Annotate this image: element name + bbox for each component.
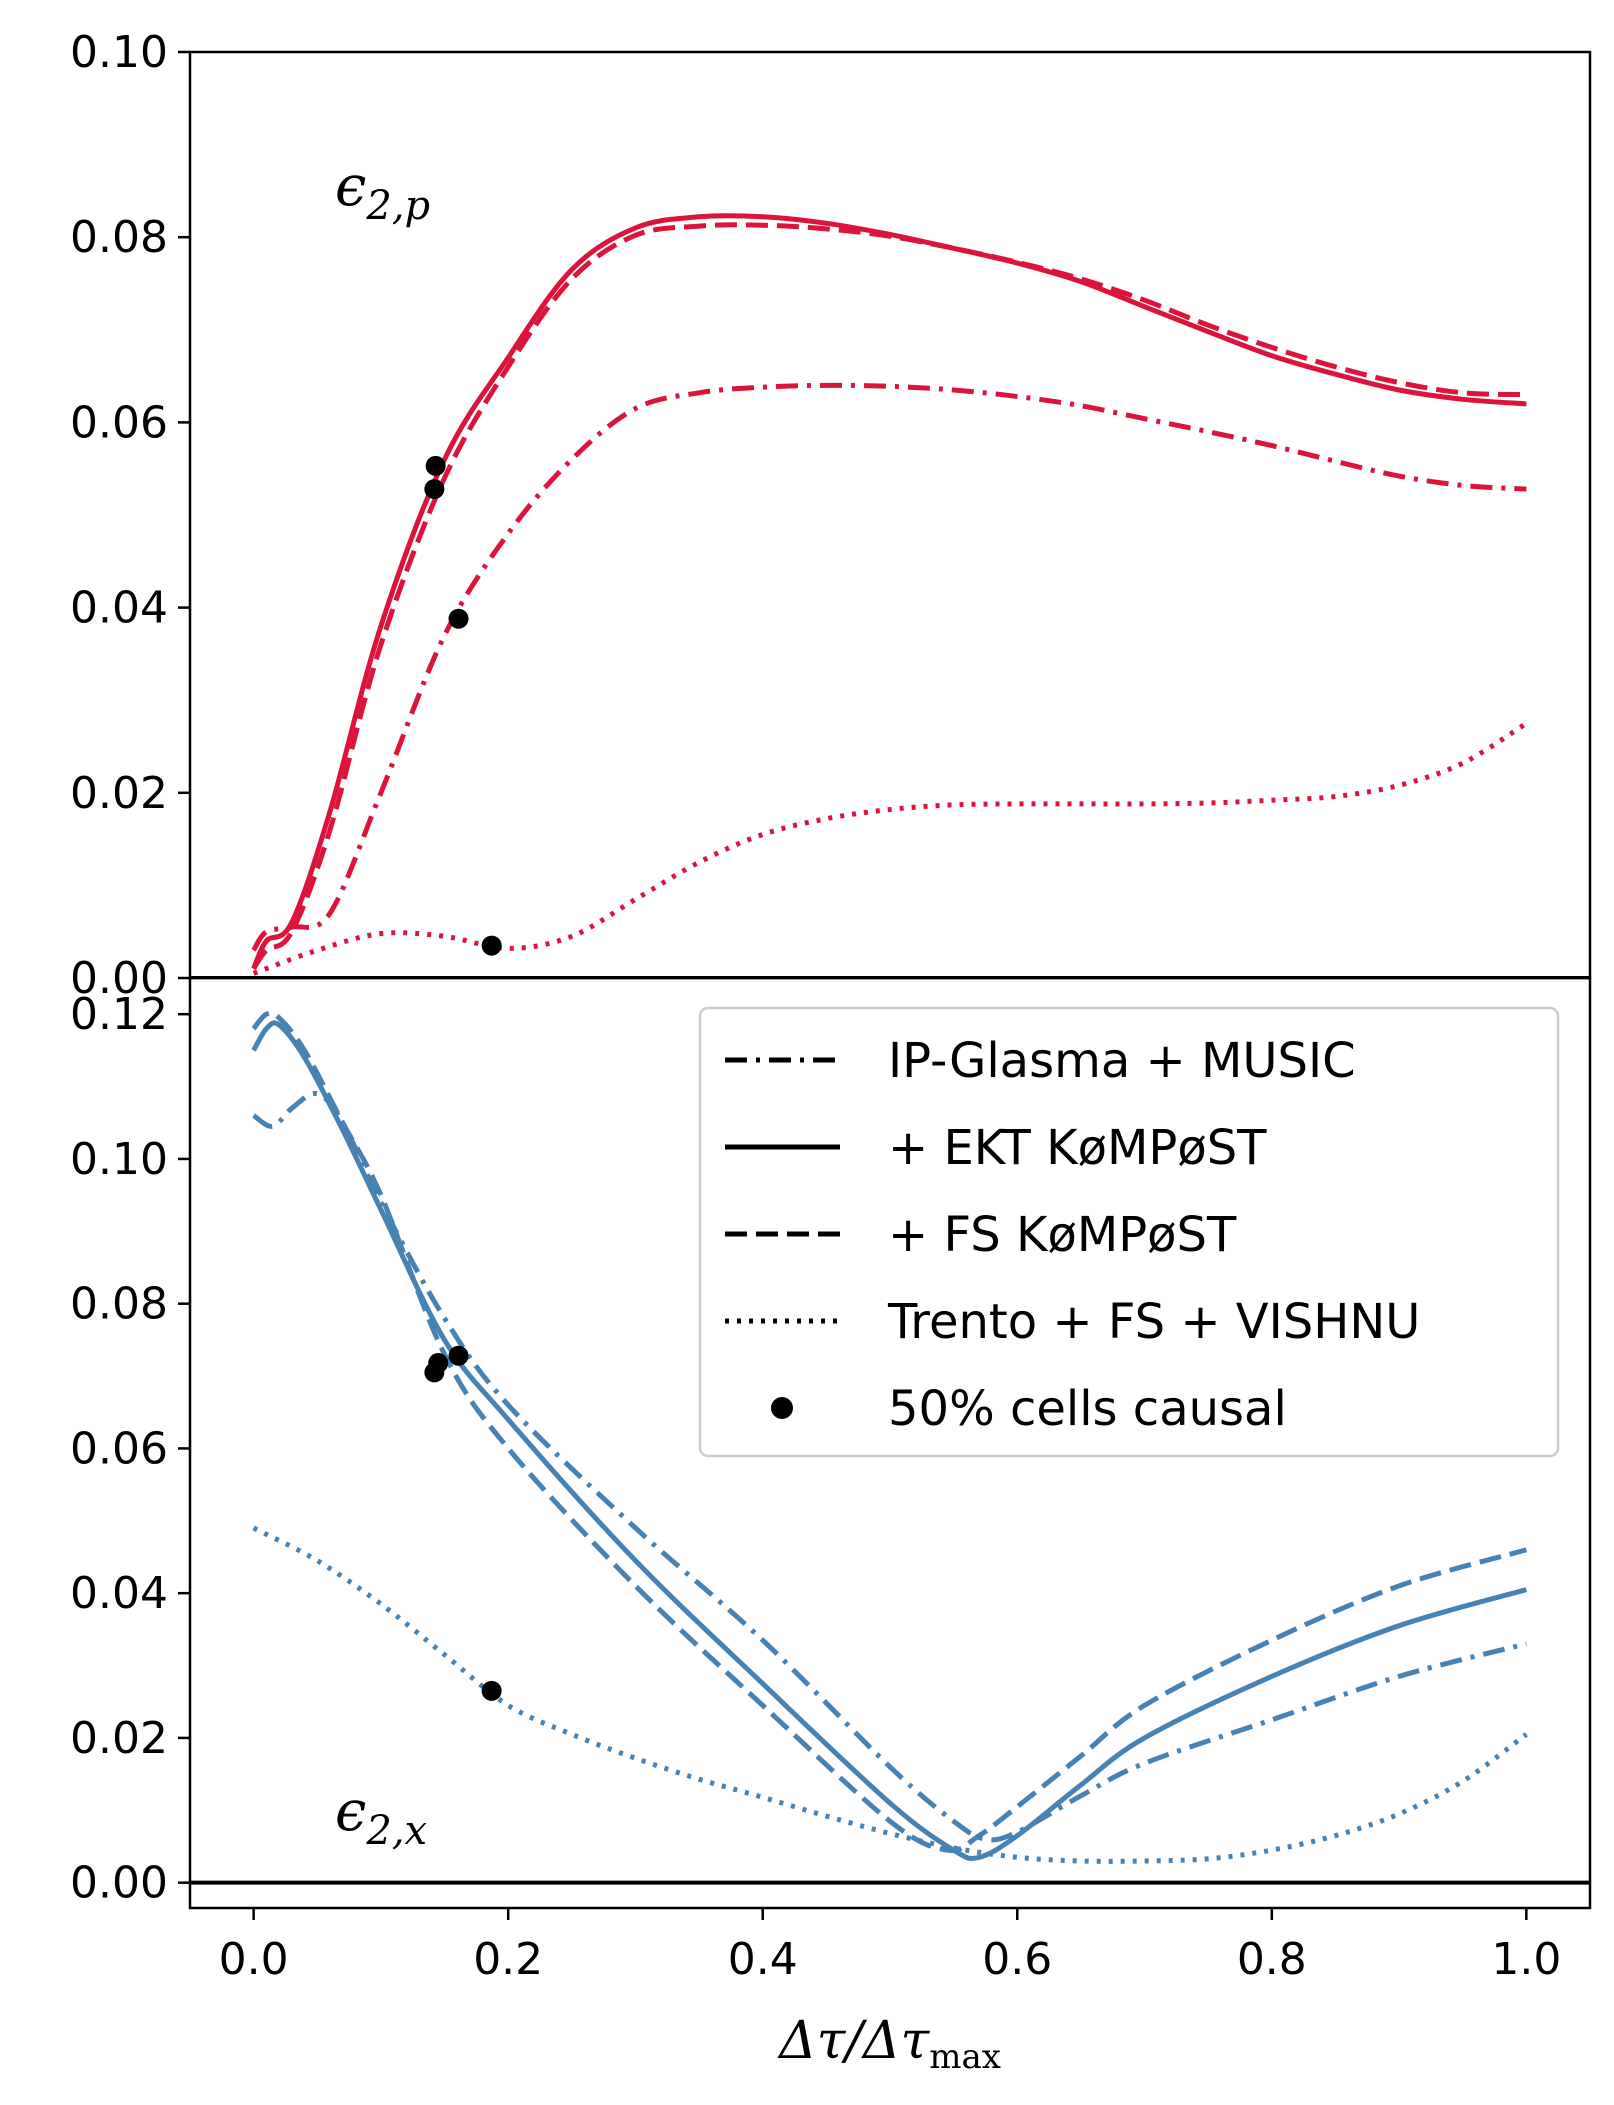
- series-line-dotted: [252, 1525, 1528, 1864]
- y-tick-label: 0.04: [70, 583, 168, 634]
- causal-point: [481, 935, 502, 956]
- causal-point: [448, 608, 469, 629]
- x-tick-label: 0.2: [473, 1934, 543, 1985]
- x-axis-label: Δτ/Δτmax: [777, 2011, 1001, 2077]
- series-line-dashdot: [251, 382, 1527, 952]
- x-tick-label: 0.0: [219, 1934, 289, 1985]
- y-tick-label: 0.00: [70, 953, 168, 1004]
- x-tick-label: 1.0: [1491, 1934, 1561, 1985]
- causal-point: [425, 455, 446, 476]
- y-tick-label: 0.06: [70, 1423, 168, 1474]
- x-tick-label: 0.8: [1237, 1934, 1307, 1985]
- series-line-dotted: [252, 721, 1528, 976]
- y-tick-label: 0.08: [70, 212, 168, 263]
- y-tick-label: 0.02: [70, 1713, 168, 1764]
- legend-label: IP-Glasma + MUSIC: [888, 1033, 1356, 1089]
- y-tick-label: 0.00: [70, 1858, 168, 1909]
- series-line-solid: [251, 1020, 1528, 1861]
- causal-point: [448, 1345, 469, 1366]
- y-tick-label: 0.04: [70, 1568, 168, 1619]
- causal-point: [428, 1353, 449, 1374]
- series-line-dashed: [251, 222, 1527, 971]
- plot-area-top: [190, 213, 1590, 978]
- series-line-dashed: [251, 1010, 1528, 1853]
- legend-label: 50% cells causal: [888, 1381, 1287, 1437]
- y-tick-label: 0.10: [70, 27, 168, 78]
- legend-label: + EKT KøMPøST: [888, 1120, 1267, 1176]
- y-tick-label: 0.12: [70, 989, 168, 1040]
- legend: IP-Glasma + MUSIC + EKT KøMPøST + FS KøMPø…: [698, 1006, 1560, 1458]
- panel-annotation-top: ϵ2,p: [335, 154, 430, 229]
- bottom-panel: 0.00 0.02 0.04 0.06 0.08 0.10 0.12 0.0 0.2 0.4 0.6…: [70, 976, 1592, 2077]
- y-tick-label: 0.08: [70, 1279, 168, 1330]
- top-panel: 0.00 0.02 0.04 0.06 0.08 0.10 ϵ2,p: [70, 27, 1592, 1004]
- y-tick-label: 0.06: [70, 397, 168, 448]
- plot-area-bottom: [190, 1010, 1590, 1885]
- y-tick-label: 0.02: [70, 768, 168, 819]
- panel-annotation-bottom: ϵ2,x: [335, 1779, 427, 1854]
- legend-marker: [771, 1397, 793, 1419]
- x-tick-label: 0.4: [728, 1934, 798, 1985]
- causal-point: [481, 1680, 502, 1701]
- y-tick-label: 0.10: [70, 1134, 168, 1185]
- x-tick-label: 0.6: [982, 1934, 1052, 1985]
- series-line-solid: [251, 213, 1527, 970]
- causal-point: [424, 479, 445, 500]
- legend-label: Trento + FS + VISHNU: [887, 1294, 1420, 1350]
- legend-label: + FS KøMPøST: [888, 1207, 1237, 1263]
- axes-frame: [188, 976, 1592, 1910]
- legend-box: [698, 1006, 1560, 1458]
